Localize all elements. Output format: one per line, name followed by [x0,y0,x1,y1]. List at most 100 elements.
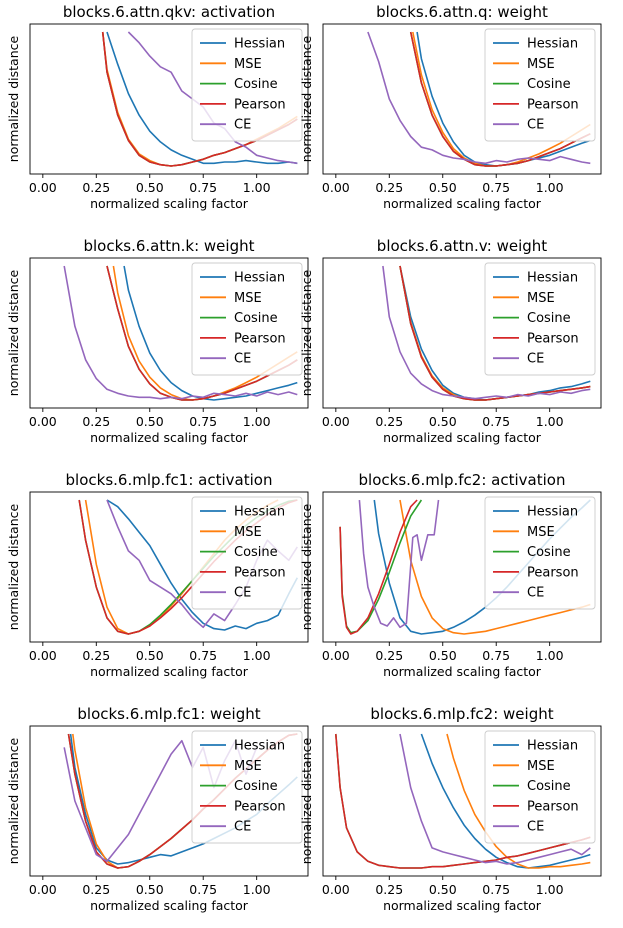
legend-label-ce: CE [527,352,544,367]
y-axis-label: normalized distance [6,35,21,162]
legend-label-hessian: Hessian [234,271,285,286]
x-tick-label: 0.00 [29,414,57,429]
y-axis-label: normalized distance [6,269,21,396]
x-axis-label: normalized scaling factor [90,664,249,679]
panel-title: blocks.6.mlp.fc1: weight [77,705,260,723]
y-axis-label: normalized distance [299,737,314,864]
legend-label-mse: MSE [527,291,555,306]
series-line-hessian [420,733,591,869]
legend-label-pearson: Pearson [527,97,579,112]
legend-label-pearson: Pearson [234,97,286,112]
legend-label-pearson: Pearson [234,565,286,580]
series-line-pearson [335,733,591,869]
x-tick-label: 0.25 [82,648,110,663]
series-lines [63,265,298,401]
axes-frame [322,23,602,175]
legend: Hessian MSE Cosine Pearson CE [484,496,596,610]
x-tick-label: 0.00 [322,180,350,195]
legend-label-ce: CE [527,118,544,133]
series-line-pearson [409,31,591,167]
panel-title: blocks.6.mlp.fc2: activation [359,471,566,489]
legend-box [484,262,596,376]
x-axis-label: normalized scaling factor [90,430,249,445]
x-axis-label: normalized scaling factor [383,898,542,913]
axes-frame [322,725,602,877]
x-tick-label: 0.50 [429,180,457,195]
x-tick-label: 1.00 [243,648,271,663]
series-line-hessian [106,31,298,165]
legend-label-hessian: Hessian [527,505,578,520]
y-axis-label: normalized distance [6,737,21,864]
legend-box [191,28,303,142]
legend-label-mse: MSE [234,759,262,774]
legend-label-pearson: Pearson [527,331,579,346]
x-tick-label: 0.25 [82,180,110,195]
y-axis-label: normalized distance [299,269,314,396]
series-line-hessian [123,265,298,401]
x-tick-label: 1.00 [536,882,564,897]
panel-title: blocks.6.mlp.fc2: weight [370,705,553,723]
x-tick-label: 0.00 [322,648,350,663]
legend-label-mse: MSE [234,291,262,306]
axes-frame [322,257,602,409]
legend-box [191,730,303,844]
x-tick-label: 1.00 [243,180,271,195]
legend: Hessian MSE Cosine Pearson CE [191,730,303,844]
legend-label-pearson: Pearson [527,799,579,814]
legend: Hessian MSE Cosine Pearson CE [484,28,596,142]
x-tick-label: 0.50 [136,882,164,897]
y-axis-label: normalized distance [299,35,314,162]
x-tick-label: 0.50 [429,882,457,897]
series-line-ce [63,265,298,400]
panel-5: 0.00 0.25 0.50 0.75 1.00 blocks.6.mlp.fc1: ac… [6,471,309,679]
legend-label-mse: MSE [527,525,555,540]
legend-label-ce: CE [234,586,251,601]
x-tick-label: 0.25 [82,882,110,897]
legend-box [484,28,596,142]
x-tick-label: 0.50 [429,648,457,663]
x-tick-label: 0.50 [136,648,164,663]
legend-label-mse: MSE [234,525,262,540]
legend-label-mse: MSE [234,57,262,72]
x-tick-label: 0.25 [375,882,403,897]
x-tick-label: 0.25 [82,414,110,429]
legend-label-cosine: Cosine [527,77,571,92]
panel-6: 0.00 0.25 0.50 0.75 1.00 blocks.6.mlp.fc2: ac… [299,471,602,679]
legend: Hessian MSE Cosine Pearson CE [191,28,303,142]
series-line-hessian [106,499,299,631]
series-line-mse [399,499,591,635]
x-tick-label: 0.00 [29,180,57,195]
series-line-cosine [339,499,423,634]
x-tick-label: 0.00 [29,882,57,897]
legend-label-ce: CE [234,352,251,367]
x-tick-label: 0.00 [29,648,57,663]
x-tick-label: 0.75 [189,648,217,663]
legend-label-hessian: Hessian [234,739,285,754]
panel-title: blocks.6.attn.k: weight [83,237,254,255]
x-axis-label: normalized scaling factor [90,196,249,211]
legend-label-cosine: Cosine [527,311,571,326]
axes-frame [29,257,309,409]
legend: Hessian MSE Cosine Pearson CE [484,730,596,844]
panel-2: 0.00 0.25 0.50 0.75 1.00 blocks.6.attn.q: wei… [299,3,602,211]
panel-8: 0.00 0.25 0.50 0.75 1.00 blocks.6.mlp.fc2: we… [299,705,602,913]
x-axis-label: normalized scaling factor [90,898,249,913]
legend-label-cosine: Cosine [234,311,278,326]
x-tick-label: 0.25 [375,648,403,663]
series-line-mse [446,733,591,869]
series-line-ce [399,733,591,865]
axes-frame [29,725,309,877]
x-tick-label: 0.75 [482,648,510,663]
series-lines [382,265,591,401]
legend-box [191,496,303,610]
legend: Hessian MSE Cosine Pearson CE [191,262,303,376]
legend-label-cosine: Cosine [527,545,571,560]
x-tick-label: 0.25 [375,414,403,429]
legend-box [484,496,596,610]
legend: Hessian MSE Cosine Pearson CE [191,496,303,610]
legend-label-hessian: Hessian [527,739,578,754]
x-axis-label: normalized scaling factor [383,664,542,679]
panel-title: blocks.6.attn.v: weight [377,237,547,255]
series-line-pearson [339,499,418,635]
